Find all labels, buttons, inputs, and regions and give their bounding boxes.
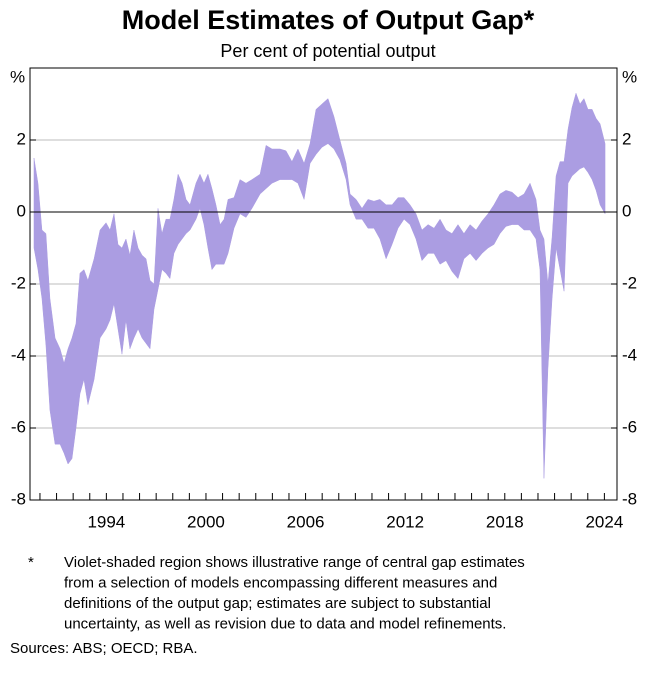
footnote-line: from a selection of models encompassing …: [64, 574, 497, 591]
y-tick-label-right: -8: [622, 489, 637, 508]
y-tick-label-left: -6: [11, 417, 26, 436]
sources: Sources: ABS; OECD; RBA.: [10, 640, 198, 657]
y-tick-label-right: -6: [622, 417, 637, 436]
footnote-marker: *: [28, 554, 34, 571]
x-tick-label: 1994: [87, 512, 125, 531]
footnote-line: Violet-shaded region shows illustrative …: [64, 554, 525, 571]
y-unit-right: %: [622, 67, 637, 86]
chart-subtitle: Per cent of potential output: [220, 41, 435, 61]
plot-frame: [29, 67, 618, 501]
x-tick-label: 2024: [585, 512, 623, 531]
y-tick-label-left: 0: [17, 201, 26, 220]
range-band: [33, 92, 606, 479]
y-tick-label-right: -2: [622, 273, 637, 292]
x-tick-label: 2000: [187, 512, 225, 531]
footnote-line: uncertainty, as well as revision due to …: [64, 615, 506, 632]
y-tick-label-left: -8: [11, 489, 26, 508]
x-tick-label: 2018: [486, 512, 524, 531]
y-unit-left: %: [10, 67, 25, 86]
x-tick-label: 2012: [386, 512, 424, 531]
chart-title: Model Estimates of Output Gap*: [122, 5, 535, 35]
footnote-line: definitions of the output gap; estimates…: [64, 595, 491, 612]
y-tick-label-right: -4: [622, 345, 637, 364]
y-tick-label-right: 0: [622, 201, 631, 220]
y-tick-label-left: -2: [11, 273, 26, 292]
y-tick-label-left: -4: [11, 345, 26, 364]
y-tick-label-left: 2: [17, 129, 26, 148]
y-tick-label-right: 2: [622, 129, 631, 148]
x-tick-label: 2006: [287, 512, 325, 531]
